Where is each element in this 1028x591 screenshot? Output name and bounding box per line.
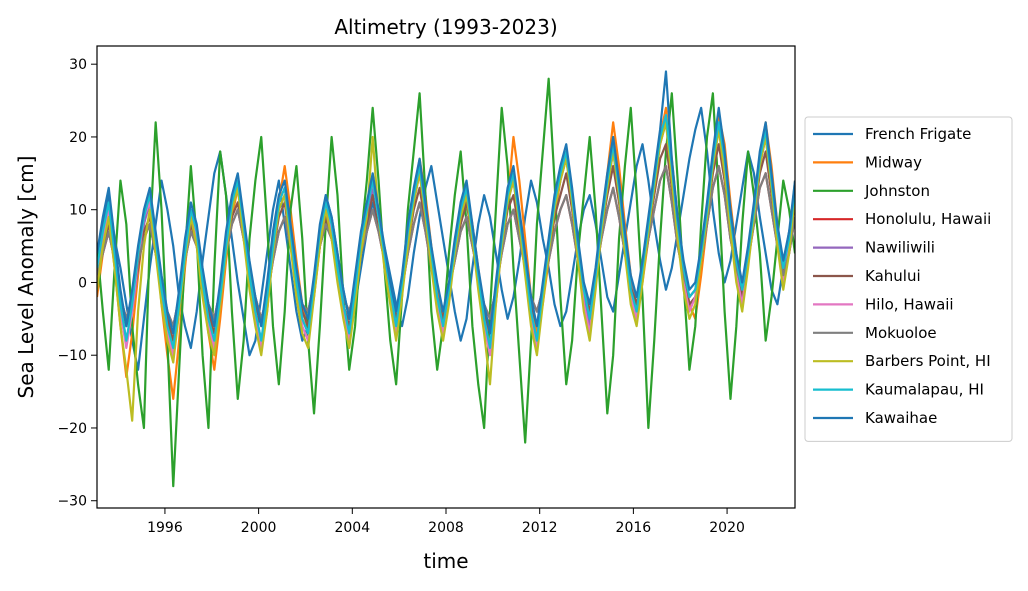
x-tick-label: 2008 [428, 520, 464, 536]
y-tick-label: 0 [78, 275, 87, 291]
y-tick-label: 20 [69, 130, 87, 146]
legend-label: Midway [865, 153, 922, 171]
legend-label: Hilo, Hawaii [865, 295, 954, 313]
legend-label: Kaumalapau, HI [865, 381, 984, 399]
chart-title: Altimetry (1993-2023) [334, 15, 557, 39]
x-tick-label: 1996 [147, 520, 183, 536]
y-tick-label: 10 [69, 203, 87, 219]
legend-label: Johnston [864, 182, 930, 200]
y-axis: −30 −20 −10 0 10 20 30 [57, 57, 97, 510]
legend-label: Mokuoloe [865, 324, 937, 342]
legend-box [804, 116, 1013, 442]
x-tick-label: 2012 [522, 520, 558, 536]
x-tick-label: 2020 [709, 520, 745, 536]
legend: French Frigate Midway Johnston Honolulu, Ha… [804, 116, 1013, 442]
legend-label: Kahului [865, 267, 921, 285]
y-tick-label: −30 [57, 494, 87, 510]
y-tick-label: −20 [57, 421, 87, 437]
legend-label: Nawiliwili [865, 239, 935, 257]
legend-label: French Frigate [865, 125, 971, 143]
legend-label: Barbers Point, HI [865, 352, 991, 370]
x-axis: 1996 2000 2004 2008 2012 2016 2020 [147, 508, 745, 536]
y-axis-title: Sea Level Anomaly [cm] [14, 156, 38, 399]
x-axis-title: time [423, 549, 468, 573]
legend-label: Honolulu, Hawaii [865, 210, 991, 228]
series-line-2 [97, 77, 795, 488]
y-tick-label: 30 [69, 57, 87, 73]
x-tick-label: 2016 [616, 520, 652, 536]
series-line-8 [97, 121, 795, 422]
series-line-10 [97, 70, 795, 335]
x-tick-label: 2004 [334, 520, 370, 536]
x-tick-label: 2000 [241, 520, 277, 536]
legend-label: Kawaihae [865, 409, 937, 427]
series-layer [97, 70, 795, 488]
y-tick-label: −10 [57, 348, 87, 364]
